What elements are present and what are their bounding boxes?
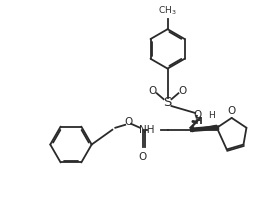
Text: H: H	[194, 117, 201, 126]
Text: CH$_3$: CH$_3$	[158, 5, 177, 17]
Text: O: O	[178, 86, 186, 96]
Polygon shape	[192, 125, 217, 130]
Text: O: O	[227, 106, 236, 116]
Text: •: •	[189, 117, 195, 127]
Text: O: O	[124, 117, 132, 127]
Text: H: H	[209, 111, 215, 120]
Text: O: O	[139, 152, 147, 162]
Text: O: O	[149, 86, 157, 96]
Text: NH: NH	[139, 125, 155, 135]
Text: O: O	[193, 110, 201, 120]
Text: H: H	[195, 117, 202, 126]
Text: S: S	[163, 96, 172, 109]
